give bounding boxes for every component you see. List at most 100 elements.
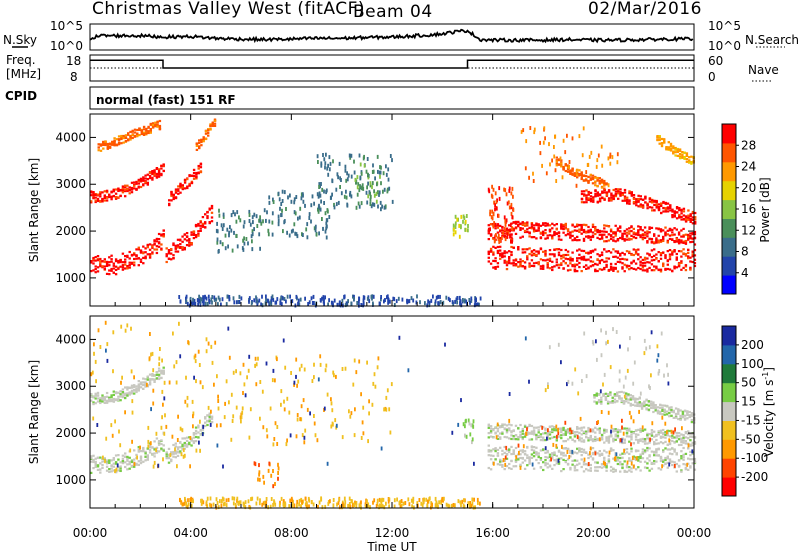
velocity-scatter-cell (476, 497, 479, 502)
velocity-band-cell (99, 462, 102, 465)
velocity-band-cell (172, 450, 175, 454)
velocity-band-cell (510, 467, 513, 470)
velocity-band-cell (532, 426, 536, 429)
velocity-band-cell (501, 423, 504, 426)
power-band-cell (165, 260, 168, 264)
velocity-band-cell (496, 454, 500, 457)
power-band-cell (650, 256, 654, 259)
power-scatter-cell (310, 296, 313, 301)
velocity-band-cell (690, 412, 694, 415)
velocity-band-cell (521, 451, 524, 454)
velocity-band-cell (627, 393, 630, 396)
velocity-band-cell (566, 438, 570, 441)
velocity-band-cell (585, 430, 588, 433)
velocity-band-cell (496, 437, 500, 440)
power-band-cell (105, 199, 109, 202)
velocity-band-cell (591, 453, 595, 456)
power-scatter-cell (492, 211, 495, 216)
velocity-band-cell (596, 428, 599, 431)
velocity-scatter-cell (161, 415, 163, 420)
power-band-cell (172, 194, 175, 197)
power-band-cell (114, 273, 118, 276)
power-band-cell (632, 197, 636, 201)
power-scatter-cell (430, 298, 433, 303)
power-band-cell (557, 238, 561, 241)
velocity-scatter-cell (243, 382, 246, 387)
velocity-band-cell (569, 466, 572, 469)
power-band-cell (682, 248, 685, 251)
velocity-band-cell (619, 429, 622, 432)
power-band-cell (607, 199, 611, 202)
velocity-band-cell (94, 457, 97, 460)
power-band-cell (510, 251, 513, 254)
power-scatter-cell (345, 195, 348, 200)
velocity-scatter-cell (354, 500, 356, 505)
power-band-cell (589, 191, 593, 194)
power-band-cell (658, 138, 661, 142)
power-band-cell (560, 162, 563, 165)
power-band-cell (664, 268, 667, 271)
power-band-cell (129, 130, 132, 133)
power-scatter-cell (272, 297, 275, 302)
power-band-cell (172, 197, 175, 201)
velocity-band-cell (578, 462, 581, 465)
power-band-cell (571, 259, 574, 262)
power-scatter-cell (511, 215, 514, 220)
nsky-panel-frame (89, 23, 695, 51)
power-scatter-cell (202, 295, 204, 300)
velocity-scatter-cell (361, 420, 364, 425)
velocity-band-cell (616, 431, 620, 434)
velocity-band-cell (668, 452, 672, 455)
power-band-cell (103, 265, 106, 268)
velocity-scatter-cell (477, 500, 479, 505)
power-band-cell (650, 226, 654, 229)
power-band-cell (210, 211, 214, 214)
velocity-band-cell (672, 409, 675, 412)
power-band-cell (689, 268, 692, 271)
power-band-cell (585, 198, 588, 201)
power-band-cell (630, 226, 633, 229)
velocity-band-cell (668, 408, 671, 411)
power-band-cell (198, 139, 201, 142)
velocity-band-cell (90, 399, 93, 402)
power-band-cell (678, 148, 682, 151)
velocity-band-cell (677, 412, 680, 415)
velocity-scatter-cell (332, 503, 335, 508)
velocity-scatter-cell (376, 365, 379, 370)
power-band-cell (557, 263, 561, 266)
velocity-band-cell (560, 427, 563, 430)
power-band-cell (496, 249, 500, 252)
velocity-band-cell (587, 426, 590, 430)
power-band-cell (197, 165, 200, 168)
power-band-cell (623, 238, 626, 241)
velocity-band-cell (638, 405, 641, 408)
power-band-cell (693, 243, 697, 246)
power-band-cell (662, 229, 665, 232)
velocity-band-cell (675, 462, 678, 466)
velocity-band-cell (560, 457, 563, 460)
velocity-band-cell (603, 449, 606, 452)
power-scatter-cell (227, 244, 229, 249)
power-scatter-cell (564, 150, 567, 155)
velocity-band-cell (564, 447, 567, 450)
power-band-cell (170, 248, 173, 251)
power-band-cell (580, 197, 584, 200)
power-scatter-cell (248, 209, 251, 214)
power-scatter-cell (358, 204, 361, 209)
power-band-cell (170, 252, 173, 255)
power-band-cell (523, 267, 527, 270)
power-band-cell (632, 196, 636, 199)
power-band-cell (666, 229, 669, 232)
power-band-cell (655, 204, 658, 207)
velocity-band-cell (505, 429, 509, 432)
power-band-cell (576, 270, 579, 273)
velocity-scatter-cell (247, 499, 250, 504)
velocity-band-cell (519, 435, 522, 439)
power-scatter-cell (369, 194, 372, 199)
power-scatter-cell (371, 170, 374, 174)
velocity-band-cell (528, 456, 531, 459)
power-band-cell (96, 266, 100, 269)
velocity-band-cell (612, 449, 615, 452)
power-scatter-cell (336, 172, 339, 177)
velocity-scatter-cell (335, 374, 337, 379)
